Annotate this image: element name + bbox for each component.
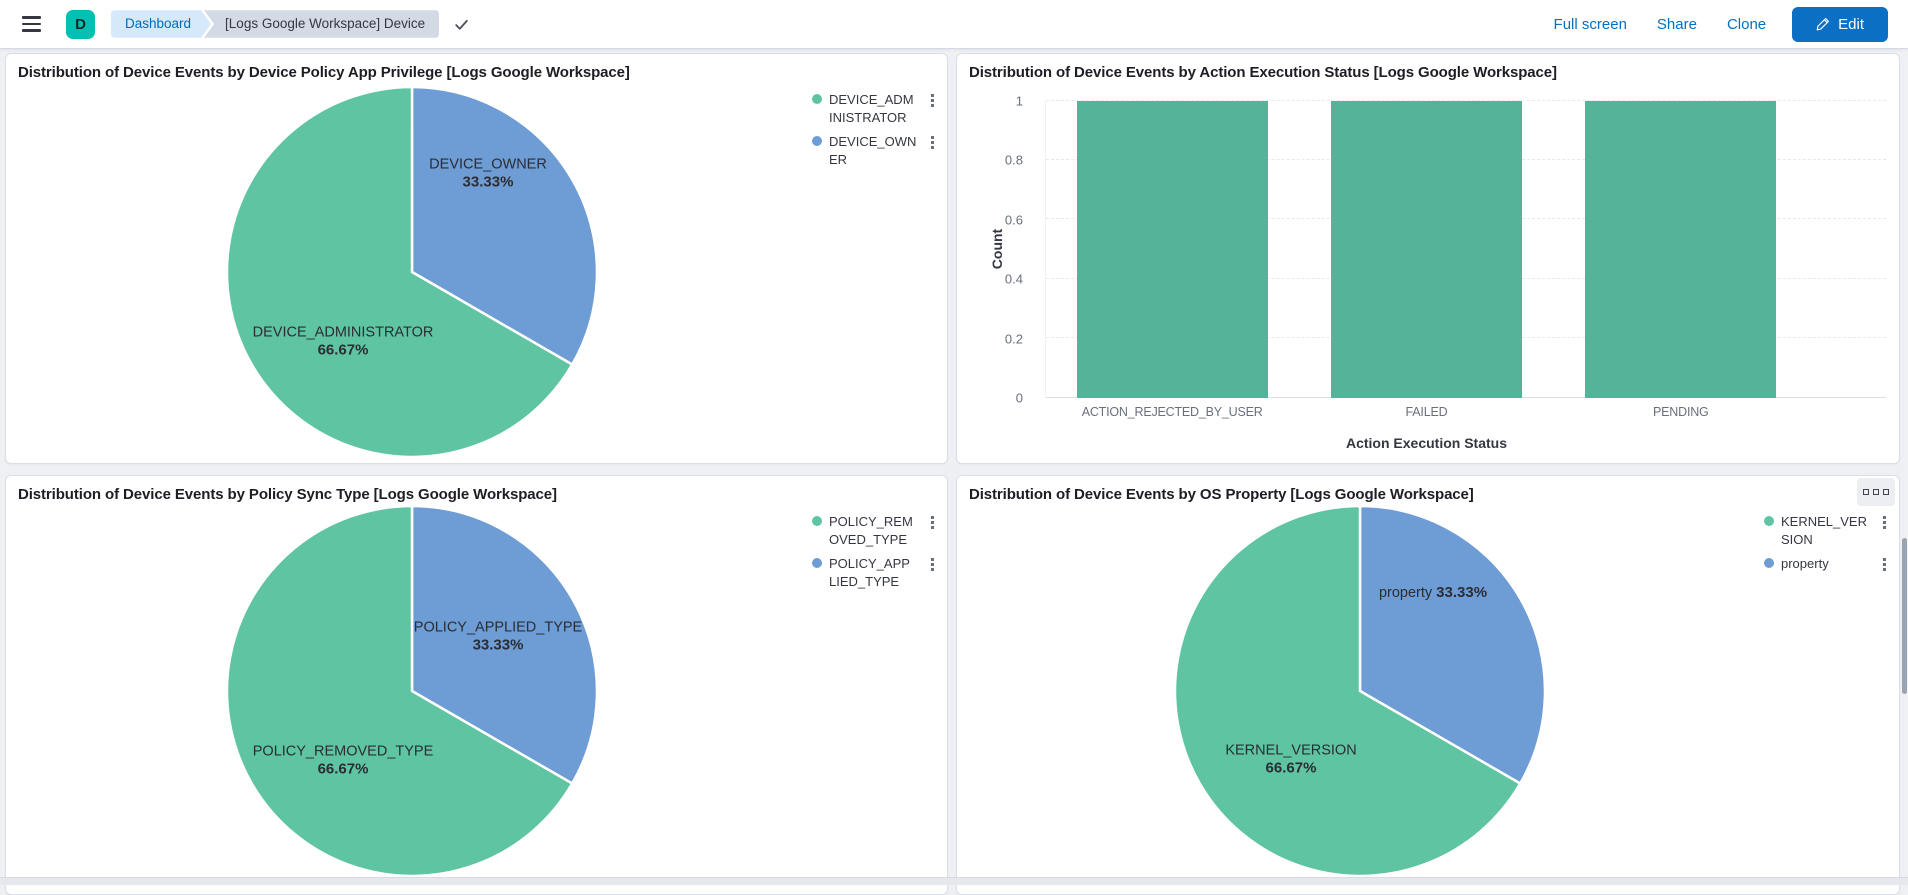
legend-item-DEVICE_ADMINISTRATOR[interactable]: DEVICE_ADMINISTRATOR <box>812 91 934 126</box>
panel-title: Distribution of Device Events by Policy … <box>6 476 947 503</box>
pencil-icon <box>1816 17 1830 31</box>
legend-item-property[interactable]: property <box>1764 555 1886 573</box>
pie-chart-device-policy-app-privilege <box>222 82 602 462</box>
bar-PENDING[interactable] <box>1585 101 1776 398</box>
legend-menu-icon[interactable] <box>931 513 934 529</box>
legend-item-KERNEL_VERSION[interactable]: KERNEL_VERSION <box>1764 513 1886 548</box>
x-axis-title: Action Execution Status <box>1045 435 1808 451</box>
bar-FAILED[interactable] <box>1331 101 1522 398</box>
space-avatar[interactable]: D <box>66 10 95 39</box>
x-tick-label: PENDING <box>1554 405 1808 419</box>
breadcrumb: Dashboard [Logs Google Workspace] Device <box>111 10 439 38</box>
y-tick-label: 0 <box>1016 391 1023 406</box>
panel-action-execution-status: Distribution of Device Events by Action … <box>956 53 1900 464</box>
legend-menu-icon[interactable] <box>931 133 934 149</box>
legend-label: DEVICE_ADMINISTRATOR <box>829 91 917 126</box>
panel-device-policy-app-privilege: Distribution of Device Events by Device … <box>5 53 948 464</box>
panel-title: Distribution of Device Events by OS Prop… <box>957 476 1899 503</box>
panel-title: Distribution of Device Events by Device … <box>6 54 947 81</box>
chart-legend: POLICY_REMOVED_TYPE POLICY_APPLIED_TYPE <box>812 513 934 597</box>
bar-column <box>1299 101 1553 398</box>
panel-title: Distribution of Device Events by Action … <box>957 54 1899 81</box>
edit-button[interactable]: Edit <box>1792 7 1888 42</box>
legend-dot <box>812 136 822 146</box>
y-tick-label: 0.4 <box>1005 272 1023 287</box>
bar-ACTION_REJECTED_BY_USER[interactable] <box>1077 101 1268 398</box>
full-screen-button[interactable]: Full screen <box>1554 16 1627 33</box>
chart-legend: KERNEL_VERSION property <box>1764 513 1886 580</box>
legend-label: KERNEL_VERSION <box>1781 513 1869 548</box>
y-tick-label: 0.8 <box>1005 153 1023 168</box>
y-tick-label: 0.6 <box>1005 212 1023 227</box>
vertical-scrollbar-thumb[interactable] <box>1902 538 1907 694</box>
menu-icon[interactable] <box>22 14 46 34</box>
y-tick-label: 0.2 <box>1005 331 1023 346</box>
legend-dot <box>812 558 822 568</box>
share-button[interactable]: Share <box>1657 16 1697 33</box>
x-tick-label: FAILED <box>1299 405 1553 419</box>
horizontal-scrollbar[interactable] <box>0 877 1908 885</box>
legend-menu-icon[interactable] <box>931 555 934 571</box>
legend-label: property <box>1781 555 1869 573</box>
legend-dot <box>1764 516 1774 526</box>
legend-label: POLICY_REMOVED_TYPE <box>829 513 917 548</box>
legend-menu-icon[interactable] <box>1883 513 1886 529</box>
legend-dot <box>1764 558 1774 568</box>
breadcrumb-dashboard[interactable]: Dashboard <box>111 10 211 38</box>
legend-dot <box>812 94 822 104</box>
legend-dot <box>812 516 822 526</box>
clone-button[interactable]: Clone <box>1727 16 1766 33</box>
legend-item-POLICY_APPLIED_TYPE[interactable]: POLICY_APPLIED_TYPE <box>812 555 934 590</box>
pie-chart-os-property <box>1170 501 1550 881</box>
top-bar: D Dashboard [Logs Google Workspace] Devi… <box>0 0 1908 49</box>
legend-menu-icon[interactable] <box>1883 555 1886 571</box>
panel-policy-sync-type: Distribution of Device Events by Policy … <box>5 475 948 895</box>
legend-menu-icon[interactable] <box>931 91 934 107</box>
pie-chart-policy-sync-type <box>222 501 602 881</box>
panel-options-icon[interactable] <box>1857 478 1895 506</box>
y-tick-label: 1 <box>1016 94 1023 109</box>
legend-item-POLICY_REMOVED_TYPE[interactable]: POLICY_REMOVED_TYPE <box>812 513 934 548</box>
legend-label: DEVICE_OWNER <box>829 133 917 168</box>
x-tick-label: ACTION_REJECTED_BY_USER <box>1045 405 1299 419</box>
breadcrumb-current-page: [Logs Google Workspace] Device <box>204 10 439 38</box>
bar-column <box>1045 101 1299 398</box>
saved-check-icon <box>453 16 470 33</box>
panel-os-property: Distribution of Device Events by OS Prop… <box>956 475 1900 895</box>
chart-legend: DEVICE_ADMINISTRATOR DEVICE_OWNER <box>812 91 934 175</box>
bar-chart-action-execution-status <box>1045 101 1808 398</box>
bar-column <box>1554 101 1808 398</box>
legend-label: POLICY_APPLIED_TYPE <box>829 555 917 590</box>
legend-item-DEVICE_OWNER[interactable]: DEVICE_OWNER <box>812 133 934 168</box>
